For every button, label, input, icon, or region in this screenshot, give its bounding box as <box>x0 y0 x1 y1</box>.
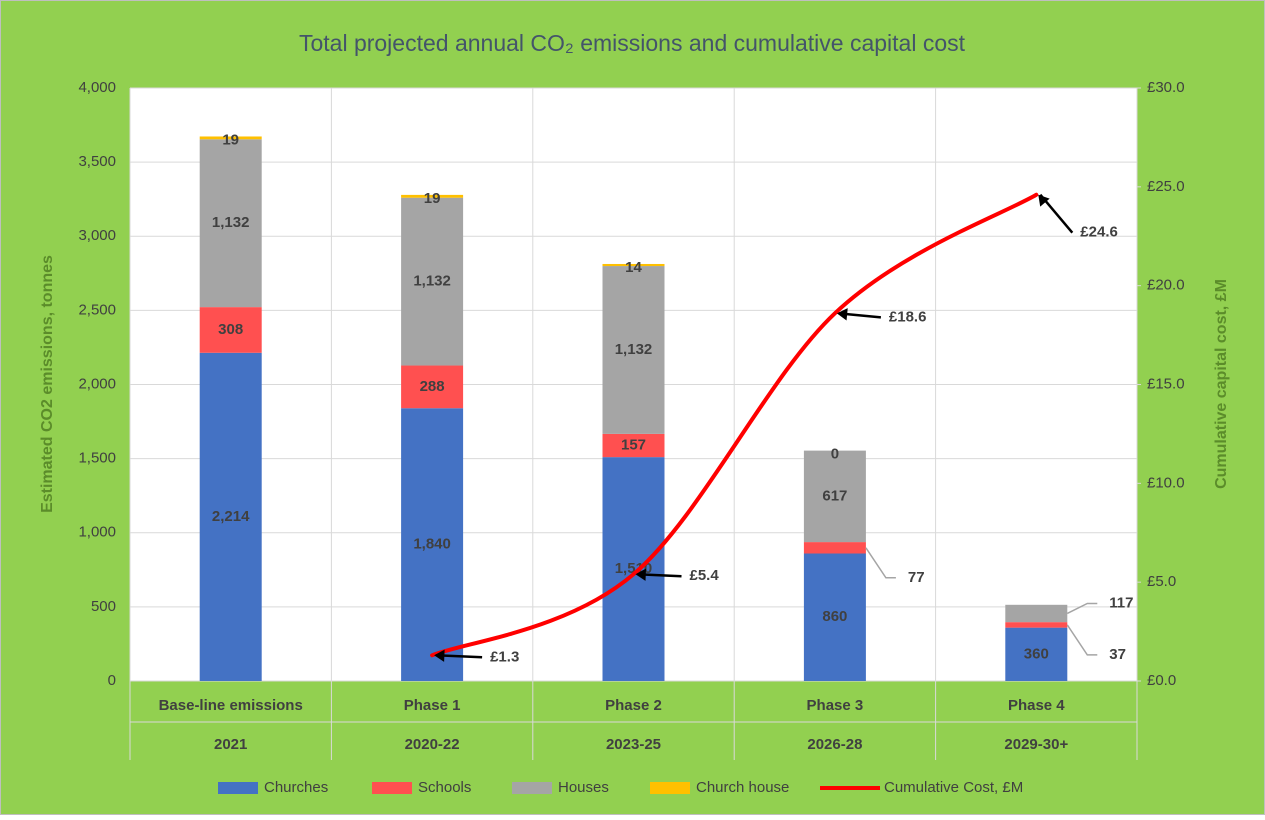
bar-segment <box>1005 622 1068 628</box>
legend-swatch <box>512 782 552 794</box>
y2-tick-label: £25.0 <box>1147 178 1185 195</box>
x-tick-label: Phase 1 <box>404 697 461 714</box>
legend-swatch <box>372 782 412 794</box>
y2-tick-label: £0.0 <box>1147 672 1176 689</box>
bar-segment <box>602 263 665 267</box>
chart-title: Total projected annual CO₂ emissions and… <box>299 30 966 56</box>
data-label: £24.6 <box>1080 224 1118 241</box>
y-tick-label: 3,000 <box>78 227 116 244</box>
x-tick-label: Phase 3 <box>807 697 864 714</box>
bar-segment <box>1005 604 1068 623</box>
arrow-head <box>434 649 445 662</box>
bar-segment <box>199 139 262 308</box>
x-tick-label: Phase 4 <box>1008 697 1065 714</box>
x-period-label: 2021 <box>214 736 247 753</box>
x-tick-label: Base-line emissions <box>159 697 303 714</box>
y-tick-label: 3,500 <box>78 153 116 170</box>
data-label: 157 <box>621 436 646 453</box>
bar-segment <box>803 553 866 681</box>
data-label: 1,132 <box>615 341 653 358</box>
bar-segment <box>803 450 866 543</box>
y-tick-label: 1,500 <box>78 450 116 467</box>
data-label: £5.4 <box>690 567 720 584</box>
bar-segment <box>199 352 262 681</box>
data-label: 0 <box>831 446 839 463</box>
leader-line <box>1066 624 1098 656</box>
arrow-head <box>1038 194 1050 207</box>
data-label: 360 <box>1024 645 1049 662</box>
y-tick-label: 4,000 <box>78 79 116 96</box>
data-label: 19 <box>424 190 441 207</box>
legend-label: Cumulative Cost, £M <box>884 779 1023 796</box>
data-label: 2,214 <box>212 508 250 525</box>
leader-line <box>865 547 896 579</box>
bar-segment <box>602 266 665 434</box>
x-period-label: 2020-22 <box>405 736 460 753</box>
bar-segment <box>602 433 665 458</box>
legend-label: Houses <box>558 779 609 796</box>
legend-label: Schools <box>418 779 471 796</box>
data-label: 14 <box>625 259 642 276</box>
bar-segment <box>401 194 464 198</box>
bar-segment <box>803 542 866 554</box>
x-period-label: 2026-28 <box>807 736 862 753</box>
x-period-label: 2029-30+ <box>1004 736 1068 753</box>
y-axis-label: Estimated CO2 emissions, tonnes <box>39 255 56 513</box>
bar-segment <box>199 307 262 353</box>
y2-tick-label: £30.0 <box>1147 79 1185 96</box>
data-label: 1,132 <box>413 273 451 290</box>
bar-segment <box>199 136 262 140</box>
leader-line <box>1066 602 1098 615</box>
bar-segment <box>401 408 464 681</box>
y2-tick-label: £15.0 <box>1147 375 1185 392</box>
x-tick-label: Phase 2 <box>605 697 662 714</box>
y-tick-label: 500 <box>91 598 116 615</box>
data-label: 117 <box>1109 594 1133 611</box>
bar-segment <box>1005 627 1068 681</box>
data-label: 860 <box>822 608 847 625</box>
arrow-head <box>635 568 647 581</box>
data-label: 288 <box>420 378 445 395</box>
y2-tick-label: £5.0 <box>1147 573 1176 590</box>
legend-label: Church house <box>696 779 789 796</box>
data-label: 1,840 <box>413 536 451 553</box>
data-label: £18.6 <box>889 308 927 325</box>
y-tick-label: 2,500 <box>78 301 116 318</box>
data-label: 77 <box>908 569 925 586</box>
data-label: £1.3 <box>490 648 519 665</box>
bar-segment <box>401 197 464 366</box>
data-label: 37 <box>1109 646 1126 663</box>
y-tick-label: 2,000 <box>78 375 116 392</box>
y2-tick-label: £10.0 <box>1147 474 1185 491</box>
line-series <box>430 192 1039 658</box>
y-tick-label: 0 <box>108 672 116 689</box>
bar-segment <box>602 457 665 681</box>
y2-axis-label: Cumulative capital cost, £M <box>1213 279 1230 489</box>
legend-label: Churches <box>264 779 328 796</box>
data-label: 1,132 <box>212 214 250 231</box>
y-tick-label: 1,000 <box>78 524 116 541</box>
legend-swatch <box>650 782 690 794</box>
x-period-label: 2023-25 <box>606 736 661 753</box>
legend-swatch <box>218 782 258 794</box>
y2-tick-label: £20.0 <box>1147 277 1185 294</box>
data-label: 19 <box>222 131 239 148</box>
data-label: 308 <box>218 321 243 338</box>
bar-segment <box>401 365 464 409</box>
arrow-head <box>836 308 848 321</box>
data-label: 617 <box>822 487 847 504</box>
